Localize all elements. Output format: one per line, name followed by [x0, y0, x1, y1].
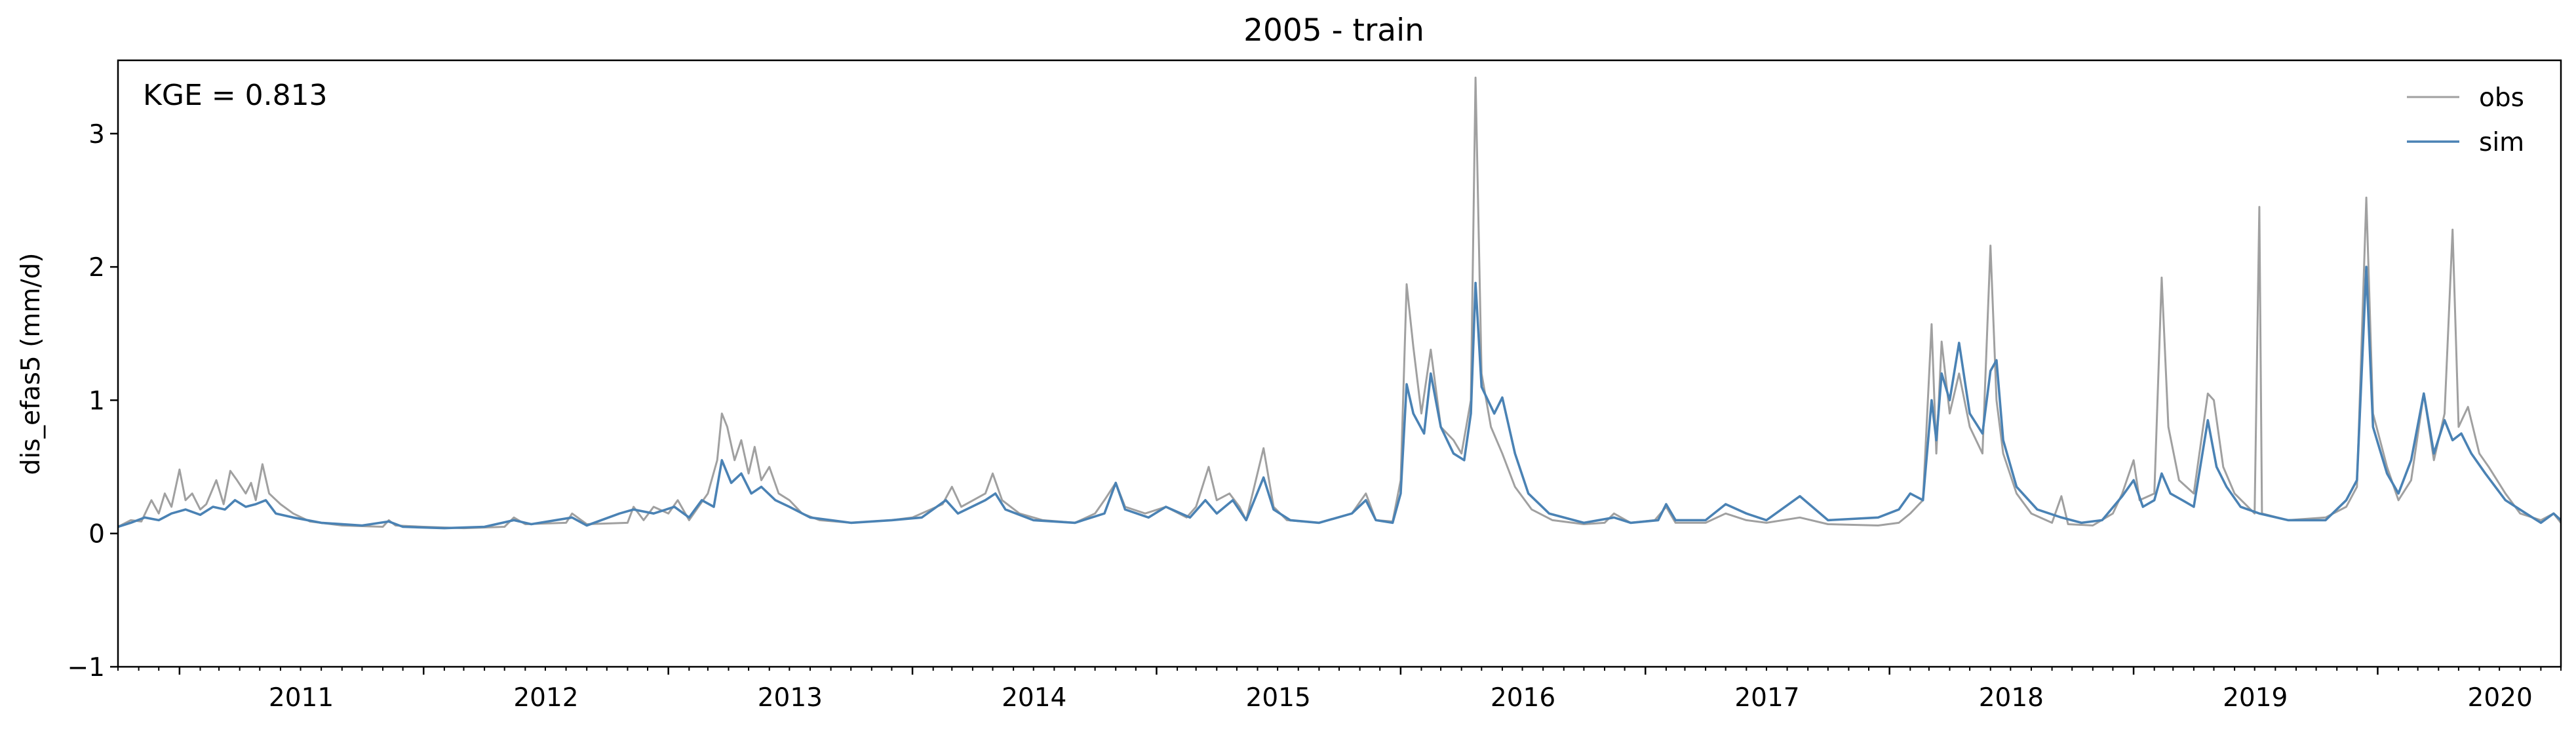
legend-label-sim: sim — [2479, 128, 2524, 157]
y-axis-label: dis_efas5 (mm/d) — [16, 253, 46, 475]
legend: obs sim — [2407, 83, 2524, 157]
x-tick-label: 2017 — [1734, 683, 1799, 713]
plot-frame — [117, 59, 2562, 668]
x-tick-label: 2019 — [2223, 683, 2288, 713]
x-tick-label: 2012 — [513, 683, 578, 713]
kge-annotation: KGE = 0.813 — [143, 79, 328, 112]
y-tick-label: 1 — [88, 386, 105, 416]
x-tick-label: 2016 — [1491, 683, 1555, 713]
chart-title: 2005 - train — [1243, 12, 1424, 49]
series-line-obs — [118, 76, 2561, 530]
x-tick-label: 2018 — [1979, 683, 2044, 713]
series-layer — [118, 76, 2561, 530]
y-tick-label: 2 — [88, 253, 105, 283]
x-tick-label: 2011 — [269, 683, 334, 713]
series-line-sim — [118, 266, 2561, 530]
legend-label-obs: obs — [2479, 83, 2524, 113]
y-axis: −1 0 1 2 3 — [68, 120, 118, 683]
plot-area — [118, 76, 2561, 530]
x-tick-label: 2020 — [2468, 683, 2533, 713]
x-axis: 2011 2012 2013 2014 2015 2016 2017 2018 2019 2020 — [117, 667, 2562, 713]
x-tick-label: 2013 — [758, 683, 823, 713]
x-tick-label: 2014 — [1002, 683, 1066, 713]
y-tick-label: 0 — [88, 520, 105, 549]
x-tick-label: 2015 — [1246, 683, 1311, 713]
y-tick-label: −1 — [68, 653, 106, 683]
y-tick-label: 3 — [88, 120, 105, 149]
